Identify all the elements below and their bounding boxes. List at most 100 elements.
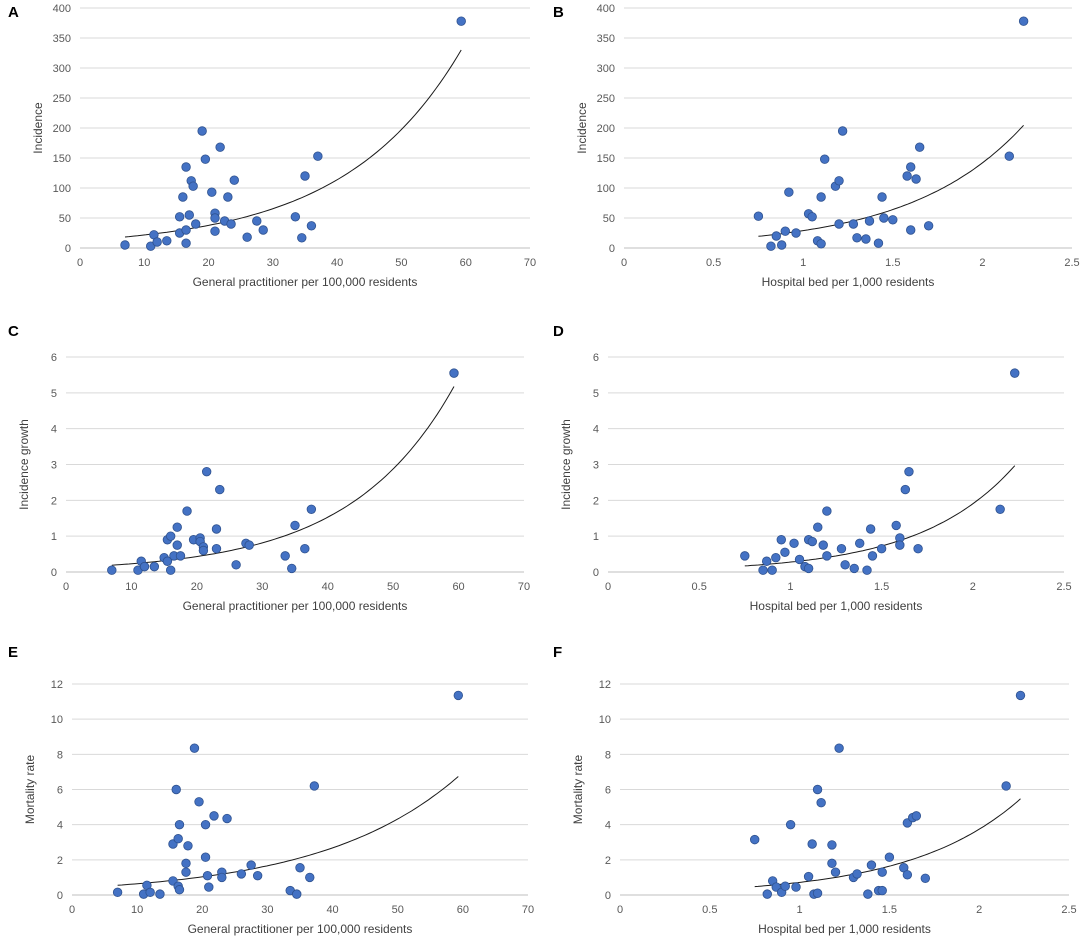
data-point <box>791 882 801 892</box>
y-tick-label: 6 <box>593 352 599 364</box>
data-point <box>174 819 185 830</box>
data-point <box>181 162 191 172</box>
data-point <box>767 565 777 575</box>
data-point <box>771 552 781 563</box>
data-point <box>923 221 934 231</box>
data-point <box>200 819 211 830</box>
panel-letter-f: F <box>553 644 563 661</box>
trend-line <box>758 124 1024 237</box>
data-point <box>242 232 252 242</box>
y-tick-label: 6 <box>57 785 63 797</box>
data-point <box>762 889 772 899</box>
y-tick-label: 0 <box>605 890 611 902</box>
y-tick-label: 350 <box>597 33 615 45</box>
y-tick-label: 6 <box>51 352 57 364</box>
data-point <box>306 504 317 514</box>
data-point <box>834 176 844 186</box>
y-tick-label: 5 <box>51 388 57 400</box>
y-tick-label: 0 <box>65 243 71 255</box>
data-point <box>236 869 247 879</box>
data-point <box>292 889 302 899</box>
chart-f: 0 2 4 6 8 10 12 0 0.5 1 1.5 2 2.5 Hospital bed per 1,… <box>571 679 1077 936</box>
panel-letter-b: B <box>553 4 564 21</box>
data-point <box>300 171 310 181</box>
x-tick-label: 1 <box>787 581 793 593</box>
y-tick-label: 4 <box>51 424 57 436</box>
data-point <box>178 192 188 202</box>
y-axis-title: Incidence growth <box>559 419 573 510</box>
panel-letter-a: A <box>8 4 19 21</box>
panel-a: A 0 50 100 150 200 250 300 350 400 0 10 20 30 40 50 60 7… <box>0 0 540 310</box>
x-tick-label: 1.5 <box>874 581 889 593</box>
data-point <box>911 174 921 184</box>
data-point <box>803 563 814 574</box>
data-point <box>252 216 262 226</box>
data-point <box>149 561 160 572</box>
y-tick-label: 3 <box>593 460 599 472</box>
x-tick-label: 2.5 <box>1064 257 1079 269</box>
data-point <box>165 565 176 575</box>
data-point <box>914 142 925 152</box>
chart-b: 0 50 100 150 200 250 300 350 400 0 0.5 1 1.5 2 2.5 Hosp… <box>575 3 1080 289</box>
data-point <box>785 819 796 830</box>
data-point <box>1010 368 1020 378</box>
data-point <box>231 560 241 570</box>
data-point <box>879 213 889 223</box>
panel-letter-d: D <box>553 323 564 340</box>
x-tick-label: 1.5 <box>885 257 900 269</box>
x-tick-label: 50 <box>395 257 407 269</box>
y-tick-label: 100 <box>53 183 71 195</box>
y-tick-label: 400 <box>53 3 71 15</box>
data-point <box>1015 690 1026 701</box>
x-axis-title: General practitioner per 100,000 residen… <box>193 275 418 289</box>
data-point <box>181 858 191 869</box>
data-point <box>848 219 859 229</box>
y-tick-label: 350 <box>53 33 71 45</box>
y-tick-label: 10 <box>51 714 63 726</box>
data-point <box>244 540 254 550</box>
data-point <box>211 524 222 534</box>
data-point <box>812 888 823 898</box>
y-tick-label: 8 <box>57 749 63 761</box>
data-point <box>306 221 317 231</box>
x-axis-title: Hospital bed per 1,000 residents <box>750 599 923 613</box>
data-point <box>223 192 233 202</box>
y-tick-label: 0 <box>51 567 57 579</box>
data-point <box>836 544 847 554</box>
x-tick-label: 2.5 <box>1056 581 1071 593</box>
data-point <box>812 784 823 795</box>
data-point <box>229 175 239 185</box>
data-point <box>456 16 466 26</box>
data-point <box>837 126 848 136</box>
data-point <box>877 867 887 877</box>
data-point <box>834 743 844 753</box>
data-point <box>864 216 875 226</box>
data-point <box>112 887 123 898</box>
y-tick-label: 200 <box>597 123 615 135</box>
data-point <box>902 171 912 181</box>
data-point <box>107 565 117 575</box>
y-tick-label: 0 <box>593 567 599 579</box>
data-point <box>139 561 150 572</box>
x-tick-label: 70 <box>524 257 536 269</box>
data-point <box>297 233 307 243</box>
data-point <box>895 540 905 550</box>
data-point <box>776 240 787 250</box>
data-point <box>827 858 837 869</box>
x-tick-label: 10 <box>131 904 143 916</box>
x-tick-label: 30 <box>261 904 273 916</box>
panel-letter-e: E <box>8 644 19 661</box>
y-tick-label: 3 <box>51 460 57 472</box>
data-point <box>780 226 790 236</box>
data-point <box>453 690 463 701</box>
data-point <box>200 154 211 164</box>
data-point <box>867 551 878 561</box>
data-point <box>873 238 884 248</box>
data-point <box>906 162 916 172</box>
data-point <box>222 813 232 824</box>
x-tick-label: 40 <box>322 581 334 593</box>
data-point <box>145 887 155 898</box>
x-tick-label: 20 <box>191 581 203 593</box>
data-point <box>865 524 876 534</box>
data-point <box>155 889 165 899</box>
